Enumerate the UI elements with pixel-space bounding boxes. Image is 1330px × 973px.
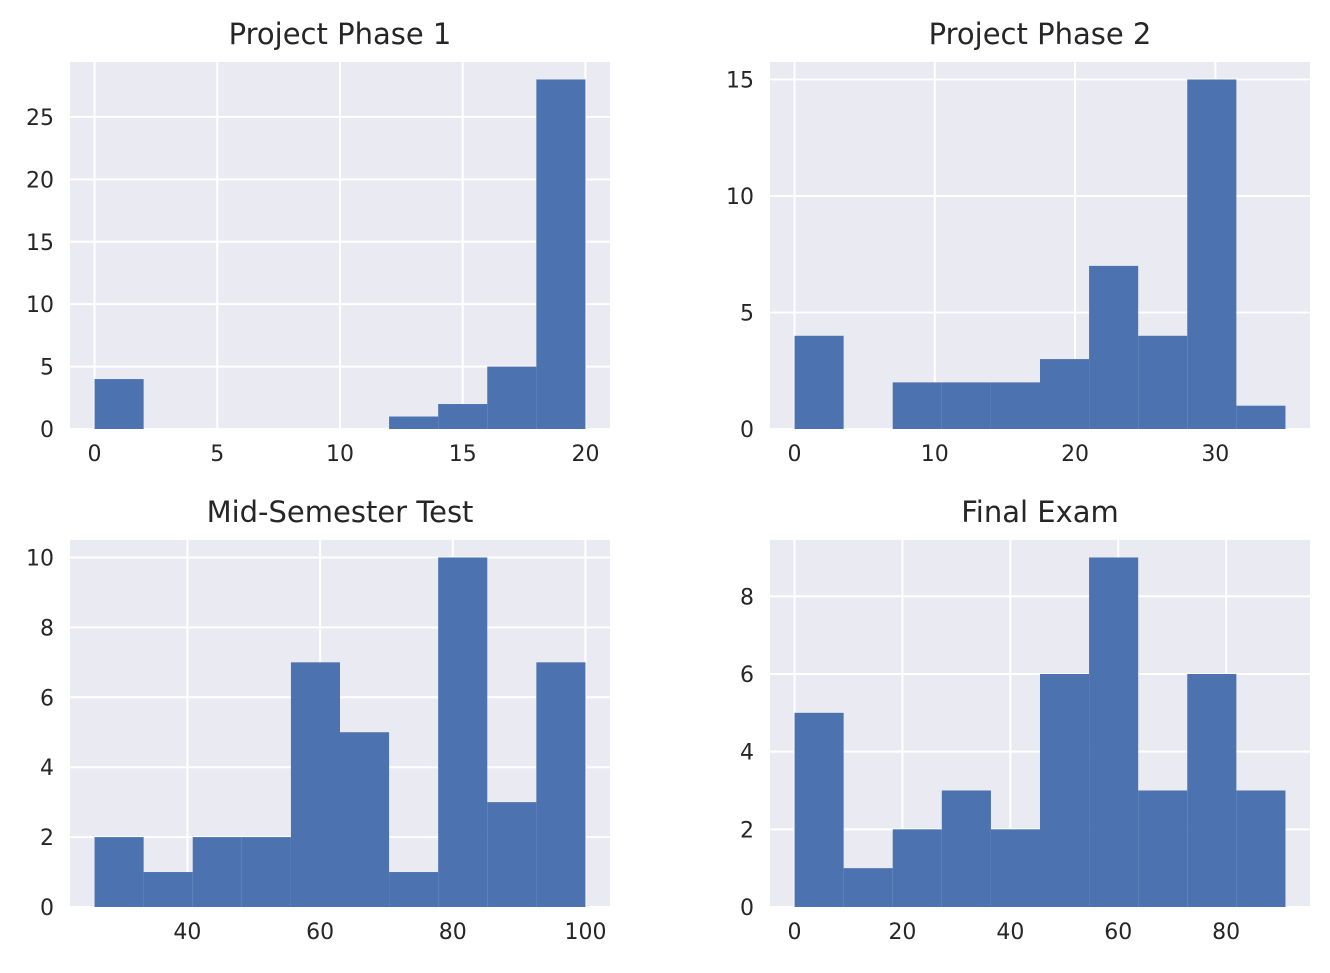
- y-tick-label: 20: [26, 168, 54, 193]
- histogram-bar: [536, 662, 586, 907]
- histogram-bar: [94, 837, 144, 907]
- y-tick-label: 2: [740, 818, 754, 843]
- histogram-bar: [1138, 335, 1188, 429]
- subplot-mid-semester-test: Mid-Semester Test 40 60 80 100 0 2 4 6 8 10: [26, 495, 610, 945]
- x-tick-label: 0: [788, 442, 802, 467]
- subplot-project-phase-2: Project Phase 2 0 10 20 30 0 5 10 15: [726, 17, 1310, 467]
- histogram-bar: [1040, 673, 1090, 907]
- histogram-bar: [941, 382, 991, 429]
- y-tick-label: 0: [40, 896, 54, 921]
- y-tick-label: 4: [740, 741, 754, 766]
- x-tick-label: 40: [996, 920, 1024, 945]
- histogram-bar: [843, 868, 893, 907]
- histogram-bar: [941, 790, 991, 907]
- y-tick-label: 8: [40, 616, 54, 641]
- histogram-bar: [794, 335, 844, 429]
- histogram-bar: [438, 557, 488, 907]
- histogram-bar: [1089, 265, 1139, 429]
- histogram-bar: [438, 404, 488, 429]
- histogram-bar: [892, 829, 942, 907]
- y-tick-label: 0: [40, 418, 54, 443]
- histogram-bar: [990, 382, 1040, 429]
- x-tick-label: 5: [210, 442, 224, 467]
- x-tick-label: 20: [888, 920, 916, 945]
- x-tick-label: 20: [1061, 442, 1089, 467]
- y-tick-label: 10: [26, 293, 54, 318]
- histogram-bar: [241, 837, 291, 907]
- y-tick-label: 4: [40, 756, 54, 781]
- histogram-bar: [290, 662, 340, 907]
- histogram-bar: [1040, 359, 1090, 429]
- x-tick-label: 30: [1201, 442, 1229, 467]
- histogram-bar: [1089, 557, 1139, 907]
- y-tick-label: 6: [740, 663, 754, 688]
- x-tick-label: 80: [439, 920, 467, 945]
- subplot-final-exam: Final Exam 0 20 40 60 80 0 2 4 6 8: [740, 495, 1310, 945]
- histogram-bar: [892, 382, 942, 429]
- subplot-project-phase-1: Project Phase 1 0 5 10 15 20 0 5 10 15 20 25: [26, 17, 610, 467]
- y-tick-label: 5: [40, 356, 54, 381]
- x-tick-label: 60: [306, 920, 334, 945]
- histogram-bar: [389, 416, 439, 429]
- y-tick-label: 6: [40, 686, 54, 711]
- histogram-bar: [94, 379, 144, 429]
- subplot-title: Project Phase 1: [229, 17, 452, 51]
- y-tick-label: 10: [26, 546, 54, 571]
- histogram-bar: [990, 829, 1040, 907]
- x-tick-label: 100: [564, 920, 606, 945]
- histogram-bar: [192, 837, 242, 907]
- y-tick-label: 25: [26, 106, 54, 131]
- histogram-bar: [340, 732, 390, 907]
- histogram-bar: [1236, 790, 1286, 907]
- subplot-title: Final Exam: [961, 495, 1119, 529]
- y-tick-label: 10: [726, 185, 754, 210]
- x-tick-label: 10: [921, 442, 949, 467]
- histogram-bar: [794, 712, 844, 907]
- x-tick-label: 40: [173, 920, 201, 945]
- x-tick-label: 80: [1212, 920, 1240, 945]
- y-tick-label: 8: [740, 585, 754, 610]
- x-tick-label: 15: [449, 442, 477, 467]
- y-tick-label: 15: [26, 231, 54, 256]
- histogram-bar: [1138, 790, 1188, 907]
- histogram-bar: [487, 802, 537, 907]
- x-tick-label: 20: [571, 442, 599, 467]
- subplot-title: Project Phase 2: [929, 17, 1152, 51]
- subplot-title: Mid-Semester Test: [207, 495, 474, 529]
- x-tick-label: 0: [788, 920, 802, 945]
- y-tick-label: 0: [740, 896, 754, 921]
- y-tick-label: 2: [40, 826, 54, 851]
- histogram-bar: [143, 872, 193, 907]
- x-tick-label: 60: [1104, 920, 1132, 945]
- histogram-bar: [389, 872, 439, 907]
- y-tick-label: 15: [726, 68, 754, 93]
- histogram-bar: [1187, 673, 1237, 907]
- y-tick-label: 5: [740, 301, 754, 326]
- x-tick-label: 0: [88, 442, 102, 467]
- histogram-bar: [536, 79, 586, 429]
- y-tick-label: 0: [740, 418, 754, 443]
- histogram-bar: [487, 366, 537, 429]
- histogram-bar: [1236, 405, 1286, 429]
- histogram-bar: [1187, 79, 1237, 429]
- x-tick-label: 10: [326, 442, 354, 467]
